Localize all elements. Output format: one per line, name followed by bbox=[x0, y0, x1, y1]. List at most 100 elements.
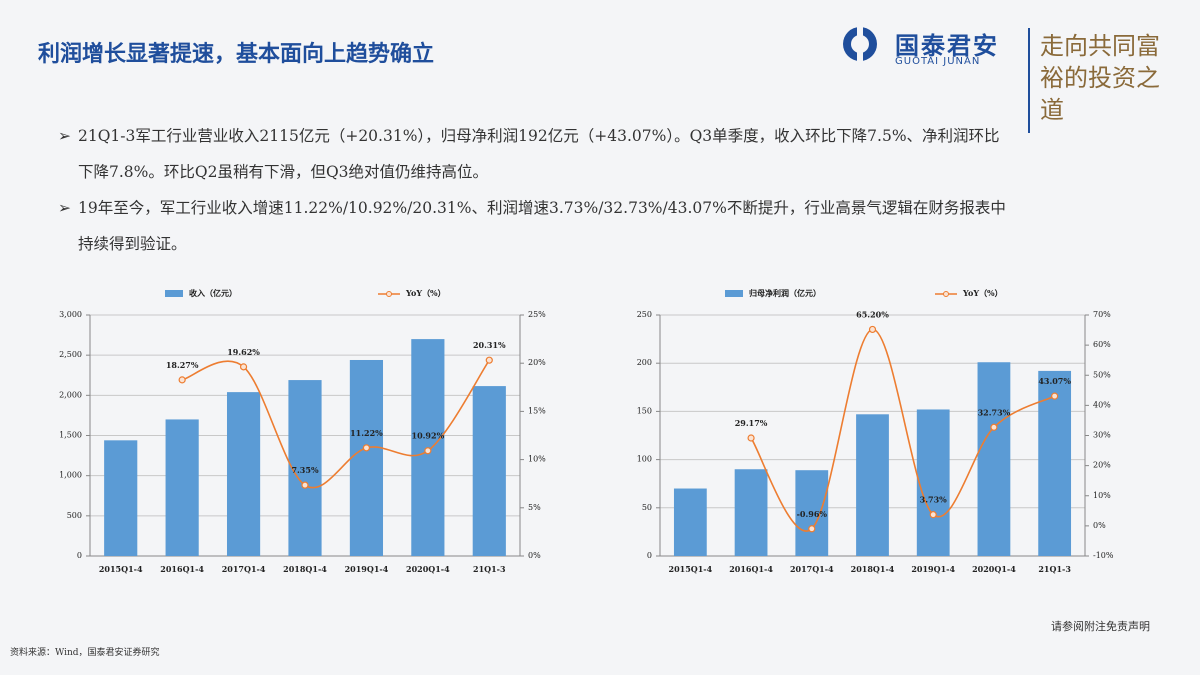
data-label: 18.27% bbox=[166, 360, 199, 370]
y-tick-label: 1,500 bbox=[59, 431, 82, 440]
x-tick-label: 2018Q1-4 bbox=[851, 564, 895, 574]
bar bbox=[795, 470, 829, 556]
bar bbox=[472, 386, 506, 556]
bar bbox=[977, 362, 1011, 556]
line-marker bbox=[868, 325, 877, 334]
x-tick-label: 2020Q1-4 bbox=[972, 564, 1016, 574]
data-label: -0.96% bbox=[797, 509, 828, 519]
bar bbox=[1038, 370, 1072, 556]
y-tick-label: 250 bbox=[637, 310, 652, 319]
y2-tick-label: 40% bbox=[1093, 400, 1111, 409]
y2-tick-label: 0% bbox=[1093, 521, 1106, 530]
y-tick-label: 200 bbox=[637, 358, 652, 367]
y-tick-label: 100 bbox=[637, 455, 652, 464]
legend-marker bbox=[386, 291, 392, 297]
bar bbox=[104, 440, 138, 556]
x-tick-label: 2017Q1-4 bbox=[790, 564, 834, 574]
y2-tick-label: 5% bbox=[528, 503, 541, 512]
line-marker bbox=[1051, 392, 1059, 400]
data-label: 3.73% bbox=[920, 495, 947, 505]
y2-tick-label: -10% bbox=[1093, 551, 1114, 560]
bar bbox=[856, 414, 889, 556]
x-tick-label: 2015Q1-4 bbox=[99, 564, 143, 574]
line-marker bbox=[808, 525, 816, 533]
logo-name: 国泰君安 bbox=[895, 32, 999, 60]
y2-tick-label: 20% bbox=[528, 358, 546, 367]
legend-swatch bbox=[725, 290, 743, 297]
slide-title: 利润增长显著提速，基本面向上趋势确立 bbox=[38, 42, 435, 67]
legend-label: YoY（%） bbox=[405, 288, 446, 298]
bar bbox=[165, 419, 199, 556]
line-marker bbox=[485, 356, 493, 364]
line-marker bbox=[239, 363, 248, 371]
source: 资料来源：Wind，国泰君安证券研究 bbox=[10, 648, 160, 658]
y-tick-label: 2,500 bbox=[59, 350, 82, 359]
y2-tick-label: 30% bbox=[1093, 431, 1111, 440]
line-marker bbox=[362, 444, 371, 452]
bullet-list: ➢ 21Q1-3军工行业营业收入2115亿元（+20.31%），归母净利润192亿… bbox=[58, 118, 1008, 262]
x-tick-label: 2016Q1-4 bbox=[729, 564, 773, 574]
bullet-text: 19年至今，军工行业收入增速11.22%/10.92%/20.31%、利润增速3… bbox=[78, 199, 1006, 253]
y2-tick-label: 10% bbox=[1093, 491, 1111, 500]
legend-marker bbox=[943, 291, 949, 297]
data-label: 29.17% bbox=[735, 418, 768, 428]
bullet: ➢ 21Q1-3军工行业营业收入2115亿元（+20.31%），归母净利润192亿… bbox=[58, 127, 1000, 181]
y2-tick-label: 70% bbox=[1093, 310, 1111, 319]
data-label: 65.20% bbox=[856, 309, 889, 319]
bar bbox=[226, 392, 261, 556]
y2-tick-label: 25% bbox=[528, 310, 546, 319]
logo-name-en: GUOTAI JUNAN bbox=[895, 56, 981, 67]
y2-tick-label: 0% bbox=[528, 551, 541, 560]
y2-tick-label: 15% bbox=[528, 406, 546, 415]
logo-mark bbox=[843, 27, 877, 61]
x-tick-label: 2018Q1-4 bbox=[283, 564, 327, 574]
y-tick-label: 2,000 bbox=[59, 390, 82, 399]
line-marker bbox=[301, 481, 309, 489]
line-marker bbox=[747, 434, 755, 442]
legend-label: 收入（亿元） bbox=[189, 288, 237, 298]
legend-swatch bbox=[165, 290, 183, 297]
line-marker bbox=[424, 447, 432, 455]
data-label: 11.22% bbox=[350, 428, 383, 438]
y2-tick-label: 60% bbox=[1093, 340, 1111, 349]
x-tick-label: 2019Q1-4 bbox=[345, 564, 389, 574]
y-tick-label: 0 bbox=[77, 551, 82, 560]
data-label: 43.07% bbox=[1038, 376, 1071, 386]
y2-tick-label: 10% bbox=[528, 455, 546, 464]
line-marker bbox=[929, 511, 937, 519]
y-tick-label: 50 bbox=[642, 503, 652, 512]
y-tick-label: 3,000 bbox=[59, 310, 82, 319]
y-tick-label: 0 bbox=[647, 551, 652, 560]
data-label: 32.73% bbox=[978, 407, 1011, 417]
x-tick-label: 21Q1-3 bbox=[473, 564, 506, 574]
y2-tick-label: 50% bbox=[1093, 370, 1111, 379]
legend-label: 归母净利润（亿元） bbox=[749, 288, 821, 298]
data-label: 19.62% bbox=[227, 347, 260, 357]
disclaimer: 请参阅附注免责声明 bbox=[1051, 620, 1150, 633]
bar bbox=[349, 359, 384, 556]
logo-divider bbox=[1028, 28, 1030, 133]
y2-tick-label: 20% bbox=[1093, 461, 1111, 470]
slogan: 走向共同富裕的投资之道 bbox=[1040, 32, 1160, 124]
x-tick-label: 2016Q1-4 bbox=[160, 564, 204, 574]
line-marker bbox=[990, 423, 998, 431]
data-label: 10.92% bbox=[412, 431, 445, 441]
x-tick-label: 2020Q1-4 bbox=[406, 564, 450, 574]
line-marker bbox=[178, 376, 186, 384]
bar bbox=[916, 409, 950, 556]
y-tick-label: 1,000 bbox=[59, 471, 82, 480]
y-tick-label: 150 bbox=[637, 406, 652, 415]
data-label: 7.35% bbox=[291, 465, 318, 475]
bar bbox=[734, 469, 768, 556]
x-tick-label: 2019Q1-4 bbox=[911, 564, 955, 574]
x-tick-label: 21Q1-3 bbox=[1038, 564, 1071, 574]
x-tick-label: 2017Q1-4 bbox=[222, 564, 266, 574]
bar bbox=[288, 380, 322, 556]
legend-label: YoY（%） bbox=[962, 288, 1003, 298]
bullet-text: 21Q1-3军工行业营业收入2115亿元（+20.31%），归母净利润192亿元… bbox=[78, 127, 1000, 181]
bar bbox=[673, 488, 707, 556]
data-label: 20.31% bbox=[473, 340, 506, 350]
x-tick-label: 2015Q1-4 bbox=[669, 564, 713, 574]
